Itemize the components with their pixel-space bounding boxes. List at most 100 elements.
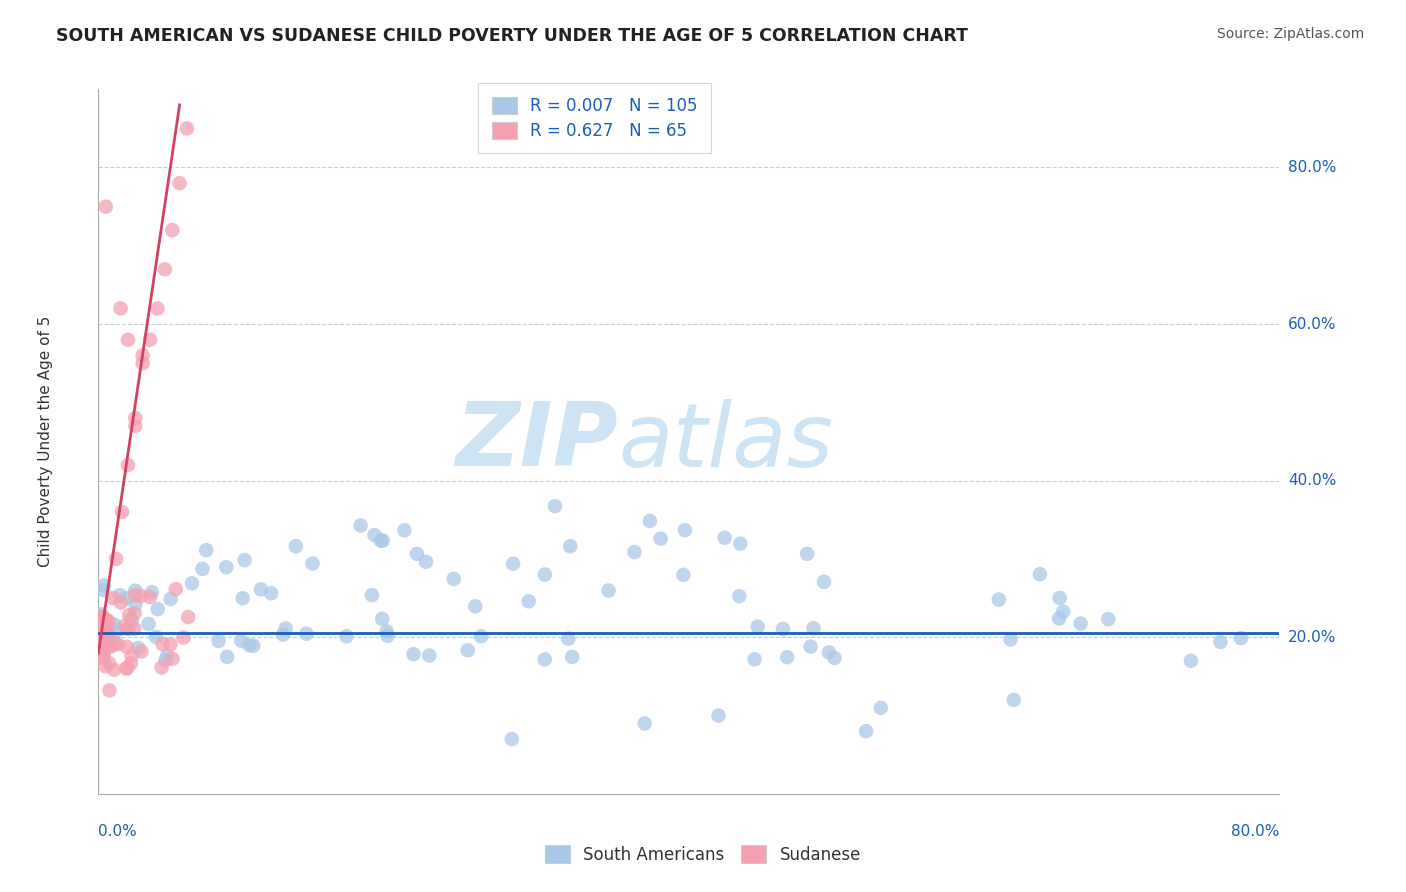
Point	[138, 616, 160, 631]
Point	[560, 539, 582, 553]
Point	[418, 648, 440, 663]
Point	[232, 591, 254, 606]
Point	[1209, 635, 1232, 649]
Point	[470, 629, 492, 643]
Text: 80.0%: 80.0%	[1232, 824, 1279, 839]
Point	[159, 592, 181, 607]
Point	[90, 609, 112, 624]
Point	[94, 200, 117, 214]
Point	[93, 612, 115, 626]
Point	[159, 637, 181, 651]
Point	[464, 599, 486, 614]
Point	[162, 223, 183, 237]
Point	[502, 557, 524, 571]
Point	[301, 557, 323, 571]
Point	[638, 514, 661, 528]
Point	[233, 553, 256, 567]
Point	[1180, 654, 1202, 668]
Point	[121, 614, 143, 628]
Legend: South Americans, Sudanese: South Americans, Sudanese	[538, 838, 868, 871]
Point	[139, 333, 162, 347]
Point	[103, 591, 125, 606]
Point	[533, 652, 555, 666]
Point	[443, 572, 465, 586]
Point	[97, 614, 120, 628]
Point	[165, 582, 187, 596]
Point	[744, 652, 766, 666]
Point	[803, 621, 825, 635]
Point	[132, 356, 155, 370]
Point	[371, 612, 394, 626]
Point	[250, 582, 273, 597]
Point	[115, 591, 138, 605]
Point	[98, 683, 121, 698]
Legend: R = 0.007   N = 105, R = 0.627   N = 65: R = 0.007 N = 105, R = 0.627 N = 65	[478, 84, 710, 153]
Point	[730, 537, 752, 551]
Point	[1097, 612, 1119, 626]
Point	[145, 630, 167, 644]
Point	[110, 595, 132, 609]
Point	[776, 650, 799, 665]
Point	[371, 533, 394, 548]
Point	[117, 458, 139, 472]
Point	[91, 648, 114, 662]
Point	[207, 634, 229, 648]
Text: atlas: atlas	[619, 399, 832, 484]
Point	[98, 639, 121, 653]
Point	[89, 629, 111, 643]
Point	[153, 262, 176, 277]
Point	[561, 650, 583, 665]
Point	[103, 617, 125, 632]
Point	[117, 333, 139, 347]
Text: ZIP: ZIP	[456, 398, 619, 485]
Point	[818, 645, 841, 659]
Point	[406, 547, 429, 561]
Point	[139, 590, 162, 604]
Point	[93, 648, 115, 662]
Point	[156, 648, 179, 663]
Point	[370, 533, 392, 548]
Point	[105, 552, 128, 566]
Point	[94, 630, 117, 644]
Point	[855, 724, 877, 739]
Point	[242, 639, 264, 653]
Point	[870, 700, 893, 714]
Point	[180, 576, 202, 591]
Point	[557, 632, 579, 646]
Point	[177, 610, 200, 624]
Point	[124, 418, 146, 433]
Point	[673, 523, 696, 537]
Text: 0.0%: 0.0%	[98, 824, 138, 839]
Point	[111, 505, 134, 519]
Point	[215, 560, 238, 574]
Point	[796, 547, 818, 561]
Point	[728, 589, 751, 603]
Point	[824, 651, 846, 665]
Point	[89, 607, 111, 621]
Point	[375, 624, 398, 639]
Text: 40.0%: 40.0%	[1288, 473, 1336, 488]
Text: Child Poverty Under the Age of 5: Child Poverty Under the Age of 5	[38, 316, 53, 567]
Point	[1002, 693, 1025, 707]
Text: 20.0%: 20.0%	[1288, 630, 1336, 645]
Point	[800, 640, 823, 654]
Point	[124, 597, 146, 611]
Point	[623, 545, 645, 559]
Point	[94, 659, 117, 673]
Point	[91, 582, 114, 597]
Point	[146, 602, 169, 616]
Point	[813, 574, 835, 589]
Point	[91, 609, 114, 624]
Point	[89, 646, 111, 660]
Point	[217, 649, 239, 664]
Point	[274, 622, 297, 636]
Point	[260, 586, 283, 600]
Text: Source: ZipAtlas.com: Source: ZipAtlas.com	[1216, 27, 1364, 41]
Point	[271, 627, 294, 641]
Point	[713, 531, 735, 545]
Point	[107, 623, 129, 637]
Point	[394, 524, 416, 538]
Point	[191, 562, 214, 576]
Point	[132, 348, 155, 362]
Point	[94, 613, 117, 627]
